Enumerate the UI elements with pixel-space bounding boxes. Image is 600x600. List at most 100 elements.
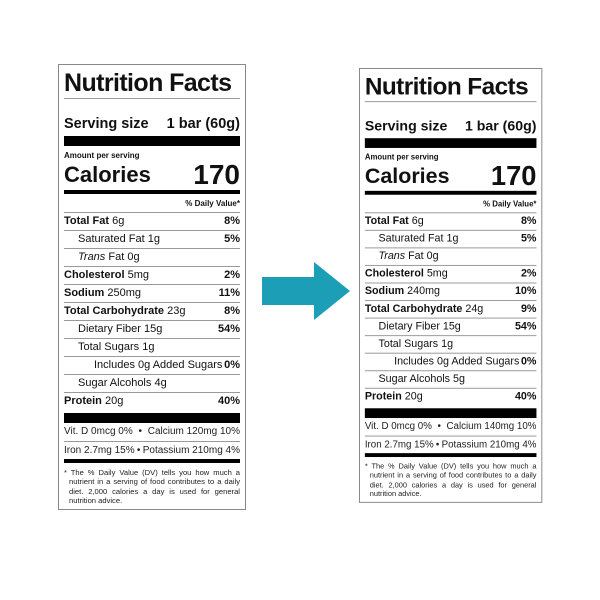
thick-divider <box>64 413 240 423</box>
vitamin-row: Vit. D 0mcg 0% • Calcium 120mg 10% <box>64 423 240 441</box>
nutrient-row: Dietary Fiber 15g 54% <box>64 320 240 338</box>
calories-label: Calories <box>364 163 450 188</box>
nutrient-amount: 6g <box>411 215 424 227</box>
nutrient-amount: 5mg <box>426 267 448 280</box>
nutrient-row: Trans Fat 0g <box>64 248 240 266</box>
nutrient-row: Protein 20g 40% <box>364 387 537 406</box>
nutrient-amount: 240mg <box>407 285 440 298</box>
nutrient-amount: 1g <box>142 341 155 353</box>
nutrient-amount: 4g <box>154 377 167 389</box>
nutrient-row: Dietary Fiber 15g 54% <box>364 317 537 336</box>
vitamin-value: Iron 2.7mg 15% <box>364 439 434 451</box>
bullet: • <box>136 445 141 456</box>
divider <box>364 101 537 103</box>
nutrient-daily-value: 10% <box>514 285 537 298</box>
nutrient-italic: Trans <box>78 251 106 263</box>
nutrient-amount: 1g <box>441 338 454 350</box>
nutrient-name: Total Sugars <box>78 341 140 353</box>
nutrient-daily-value: 11% <box>218 287 240 299</box>
nutrient-daily-value: 5% <box>520 232 537 245</box>
nutrient-row: Protein 20g 40% <box>64 392 240 410</box>
nutrient-label: Total Sugars 1g <box>365 336 454 353</box>
nutrient-amount: 15g <box>144 323 163 335</box>
nutrient-label: Sugar Alcohols 4g <box>64 375 167 392</box>
nutrient-name: Total Fat <box>364 215 409 227</box>
nutrient-row: Total Sugars 1g <box>64 338 240 356</box>
nutrient-daily-value: 54% <box>217 323 240 335</box>
nutrient-amount: 0g <box>127 251 140 263</box>
serving-value: 1 bar (60g) <box>464 118 537 135</box>
nutrient-name: Sugar Alcohols <box>78 377 152 389</box>
nutrient-name: Protein <box>64 395 102 407</box>
nutrient-row: Sodium 240mg 10% <box>364 282 537 301</box>
nutrient-label: Includes 0g Added Sugars <box>64 357 222 374</box>
nutrient-daily-value: 54% <box>514 320 537 333</box>
daily-value-header: % Daily Value* <box>185 199 240 208</box>
nutrient-daily-value: 40% <box>217 395 240 407</box>
nutrient-row: Total Sugars 1g <box>364 335 537 353</box>
nutrient-name: Protein <box>364 390 402 403</box>
nutrient-label: Total Carbohydrate 24g <box>365 301 483 318</box>
nutrient-label: Cholesterol 5mg <box>365 266 448 283</box>
nutrient-daily-value: 2% <box>520 267 537 280</box>
vitamin-value: Iron 2.7mg 15% <box>64 445 135 456</box>
right-arrow-icon <box>262 262 350 320</box>
nutrient-italic: Trans <box>378 250 406 263</box>
vitamin-row: Iron 2.7mg 15% • Potassium 210mg 4% <box>364 435 537 454</box>
nutrient-label: Trans Fat 0g <box>365 248 439 265</box>
nutrition-label-after: Nutrition Facts Serving size 1 bar (60g) Am… <box>359 68 543 503</box>
medium-divider <box>64 190 240 194</box>
nutrient-row: Sugar Alcohols 5g <box>364 370 537 388</box>
nutrient-daily-value: 8% <box>224 305 240 317</box>
nutrient-label: Sodium 240mg <box>365 283 440 300</box>
medium-divider <box>64 459 240 463</box>
nutrient-name: Includes 0g Added Sugars <box>394 355 520 368</box>
nutrient-amount: 250mg <box>107 287 142 299</box>
nutrient-amount: 15g <box>442 320 461 333</box>
amount-per-serving: Amount per serving <box>364 152 439 162</box>
nutrient-amount: 6g <box>112 215 125 227</box>
nutrient-label: Dietary Fiber 15g <box>365 319 461 336</box>
nutrient-row: Includes 0g Added Sugars 0% <box>364 352 537 371</box>
nutrient-amount: 0g <box>426 250 439 263</box>
vitamin-value: Calcium 120mg 10% <box>147 426 240 437</box>
nutrient-daily-value: 0% <box>520 355 537 368</box>
vitamin-row: Vit. D 0mcg 0% • Calcium 140mg 10% <box>365 418 537 436</box>
bullet: • <box>138 426 142 437</box>
divider <box>64 98 240 99</box>
nutrient-label: Protein 20g <box>365 389 423 406</box>
nutrient-label: Total Fat 6g <box>64 213 124 230</box>
nutrient-row: Includes 0g Added Sugars 0% <box>64 356 240 374</box>
serving-value: 1 bar (60g) <box>166 116 240 132</box>
nutrient-row: Total Carbohydrate 23g 8% <box>64 302 240 320</box>
bullet: • <box>437 420 441 432</box>
nutrient-label: Includes 0g Added Sugars <box>365 354 519 371</box>
nutrient-amount: 20g <box>104 395 124 407</box>
nutrient-name: Saturated Fat <box>378 232 444 245</box>
serving-size: Serving size 1 bar (60g) <box>64 115 240 133</box>
nutrient-amount: 5g <box>453 373 465 385</box>
vitamin-value: Vit. D 0mcg 0% <box>64 426 133 437</box>
nutrient-label: Total Carbohydrate 23g <box>64 303 185 320</box>
nutrient-name: Total Carbohydrate <box>364 302 463 315</box>
nutrient-daily-value: 2% <box>224 269 240 281</box>
nutrient-name: Total Fat <box>64 215 110 227</box>
medium-divider <box>364 453 537 458</box>
nutrient-daily-value: 0% <box>224 359 240 371</box>
nutrient-daily-value: 5% <box>224 233 240 245</box>
nutrient-name: Dietary Fiber <box>78 323 141 335</box>
vitamin-value: Potassium 210mg 4% <box>142 445 240 456</box>
daily-value-header: % Daily Value* <box>483 199 537 209</box>
thick-divider <box>364 408 537 419</box>
nutrient-name: Total Sugars <box>378 338 439 350</box>
nutrient-name: Includes 0g Added Sugars <box>94 359 223 371</box>
nutrient-row: Total Carbohydrate 24g 9% <box>364 300 537 318</box>
label-title: Nutrition Facts <box>64 69 232 97</box>
nutrient-amount: 23g <box>167 305 186 317</box>
nutrient-amount: 5mg <box>127 269 149 281</box>
amount-per-serving: Amount per serving <box>64 151 140 160</box>
footnote-text: * The % Daily Value (DV) tells you how m… <box>364 461 537 498</box>
nutrient-row: Cholesterol 5mg 2% <box>364 264 537 283</box>
vitamin-value: Calcium 140mg 10% <box>446 420 537 432</box>
nutrient-row: Sugar Alcohols 4g <box>64 374 240 392</box>
